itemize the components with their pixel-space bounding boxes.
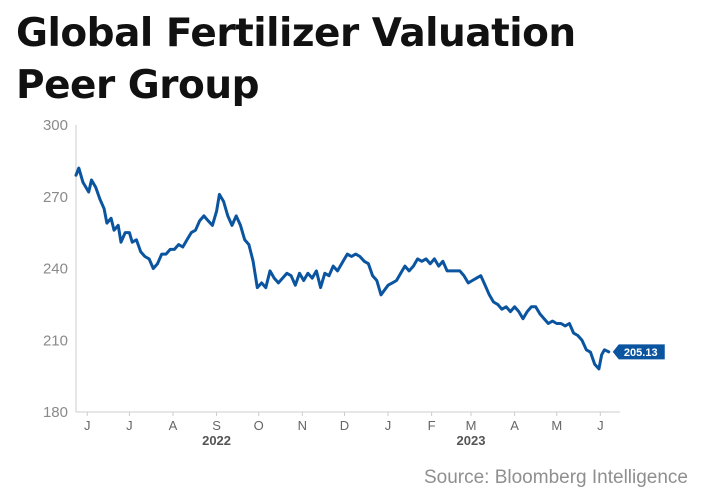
x-tick-label: A <box>169 418 178 433</box>
series-layer <box>74 166 611 371</box>
x-year-label: 2023 <box>457 433 486 448</box>
x-tick-label: S <box>212 418 221 433</box>
last-value-badge <box>612 344 665 360</box>
y-tick-label: 240 <box>43 261 68 278</box>
y-tick-label: 180 <box>43 404 68 421</box>
x-axis-ticks: J J A S O N D J F M A M J 2022 2023 <box>84 412 604 448</box>
y-tick-label: 210 <box>43 332 68 349</box>
last-value-label: 205.13 <box>612 344 665 360</box>
x-tick-label: O <box>254 418 264 433</box>
x-tick-label: J <box>597 418 604 433</box>
x-tick-label: N <box>298 418 307 433</box>
x-year-label: 2022 <box>202 433 231 448</box>
chart-axes <box>75 125 620 413</box>
x-tick-label: J <box>385 418 392 433</box>
x-tick-label: A <box>510 418 519 433</box>
source-note: Source: Bloomberg Intelligence <box>423 467 688 488</box>
series-line <box>74 166 611 371</box>
x-tick-label: D <box>340 418 349 433</box>
y-axis-ticks: 180 210 240 270 300 <box>43 117 68 421</box>
x-tick-label: M <box>551 418 562 433</box>
chart-title: Global Fertilizer Valuation Peer Group <box>16 8 656 112</box>
y-tick-label: 300 <box>43 117 68 134</box>
chart-title-line-2: Peer Group <box>16 63 260 108</box>
last-value-text: 205.13 <box>624 347 658 359</box>
x-tick-label: M <box>466 418 477 433</box>
x-tick-label: J <box>84 418 91 433</box>
x-tick-label: J <box>126 418 133 433</box>
x-tick-label: F <box>428 418 436 433</box>
chart-title-line-1: Global Fertilizer Valuation <box>16 11 576 56</box>
y-tick-label: 270 <box>43 189 68 206</box>
